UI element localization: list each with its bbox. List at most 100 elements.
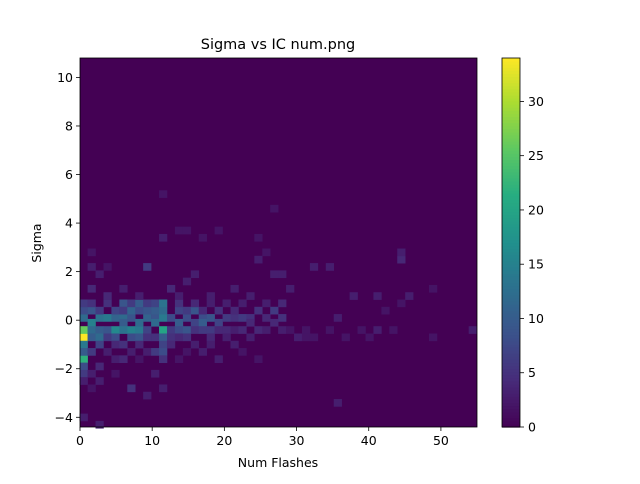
colorbar-gradient-step — [502, 137, 520, 142]
heatmap-cell — [159, 326, 168, 334]
heatmap-cell — [182, 348, 192, 356]
heatmap-cell — [135, 292, 144, 300]
heatmap-cell — [214, 226, 223, 235]
heatmap-cell — [198, 348, 207, 356]
colorbar-gradient-step — [502, 356, 520, 360]
heatmap-cell — [103, 333, 112, 342]
colorbar-gradient-step — [502, 248, 520, 253]
heatmap-cell — [79, 326, 88, 334]
x-tick-label: 0 — [76, 433, 84, 448]
heatmap-cell — [95, 333, 104, 342]
heatmap-cell — [111, 340, 120, 349]
heatmap-cell — [135, 355, 144, 364]
heatmap-cell — [381, 306, 390, 315]
heatmap-cell — [214, 326, 223, 334]
colorbar-gradient-step — [502, 193, 520, 197]
heatmap-cell — [159, 384, 168, 393]
colorbar-gradient-step — [502, 190, 520, 194]
heatmap-cell — [182, 314, 192, 322]
colorbar-gradient-step — [502, 408, 520, 413]
colorbar-gradient-step — [502, 304, 520, 308]
colorbar-tick-label: 20 — [528, 202, 544, 217]
heatmap-cell — [214, 306, 223, 315]
heatmap-cell — [206, 333, 215, 342]
colorbar-gradient-step — [502, 371, 520, 376]
colorbar-gradient-step — [502, 205, 520, 210]
heatmap-cell — [198, 306, 207, 315]
heatmap-cell — [135, 318, 144, 327]
heatmap-cell — [79, 377, 88, 385]
colorbar-gradient-step — [502, 61, 520, 65]
heatmap-cell — [198, 326, 207, 334]
colorbar-gradient-step — [502, 307, 520, 311]
colorbar-gradient-step — [502, 347, 520, 351]
heatmap-cell — [325, 263, 335, 271]
heatmap-cell — [174, 299, 184, 308]
heatmap-cell — [182, 306, 192, 315]
heatmap-cell — [119, 299, 128, 308]
heatmap-cell — [79, 299, 88, 308]
y-tick-label: 10 — [57, 70, 73, 85]
plot-frame — [79, 57, 478, 428]
heatmap-cell — [119, 306, 128, 315]
colorbar-gradient-step — [502, 76, 520, 81]
colorbar-gradient-step — [502, 144, 520, 148]
heatmap-cell — [127, 314, 136, 322]
colorbar-gradient-step — [502, 322, 520, 327]
heatmap-cell — [190, 270, 200, 279]
heatmap-cell — [95, 326, 104, 334]
heatmap-cell — [95, 314, 104, 322]
colorbar-gradient-step — [502, 116, 520, 121]
y-tick-label: −2 — [55, 361, 73, 376]
heatmap-cell — [429, 284, 438, 293]
heatmap-cell — [111, 314, 120, 322]
colorbar-gradient-step — [502, 310, 520, 314]
heatmap-cell — [143, 391, 152, 400]
heatmap-cell — [278, 326, 287, 334]
heatmap-cell — [119, 326, 128, 334]
heatmap-cell — [95, 420, 104, 429]
heatmap-cell — [79, 306, 88, 315]
colorbar-gradient-step — [502, 156, 520, 161]
heatmap-cell — [166, 340, 176, 349]
heatmap-cell — [87, 284, 96, 293]
heatmap-cell — [325, 326, 335, 334]
heatmap-cell — [143, 348, 152, 356]
colorbar-gradient-step — [502, 94, 520, 99]
colorbar-gradient-step — [502, 396, 520, 400]
heatmap-cell — [301, 326, 311, 334]
heatmap-cell — [166, 326, 176, 334]
heatmap-cell — [159, 348, 168, 356]
colorbar-gradient-step — [502, 88, 520, 93]
heatmap-cell — [127, 333, 136, 342]
colorbar-gradient-step — [502, 196, 520, 201]
x-tick-label: 30 — [289, 433, 305, 448]
colorbar-gradient-step — [502, 343, 520, 348]
heatmap-cell — [151, 306, 160, 315]
heatmap-cell — [278, 270, 287, 279]
heatmap-cell — [294, 333, 303, 342]
colorbar-gradient-step — [502, 214, 520, 219]
colorbar-gradient-step — [502, 165, 520, 170]
heatmap-cell — [119, 314, 128, 322]
heatmap-cell — [389, 326, 398, 334]
heatmap-cell — [190, 326, 200, 334]
heatmap-cell — [246, 318, 255, 327]
colorbar-gradient-step — [502, 162, 520, 167]
colorbar-gradient-step — [502, 279, 520, 284]
heatmap-cell — [397, 248, 406, 257]
colorbar-gradient-step — [502, 359, 520, 364]
heatmap-cell — [87, 326, 96, 334]
heatmap-cell — [190, 299, 200, 308]
heatmap-cell — [119, 318, 128, 327]
heatmap-cell — [79, 340, 88, 349]
heatmap-cell — [151, 299, 160, 308]
heatmap-cell — [230, 326, 239, 334]
heatmap-cell — [238, 314, 247, 322]
heatmap-cell — [87, 318, 96, 327]
colorbar-gradient-step — [502, 101, 520, 105]
heatmap-cell — [143, 263, 152, 271]
heatmap-cell — [87, 299, 96, 308]
colorbar-gradient-step — [502, 399, 520, 403]
colorbar-gradient-step — [502, 294, 520, 299]
